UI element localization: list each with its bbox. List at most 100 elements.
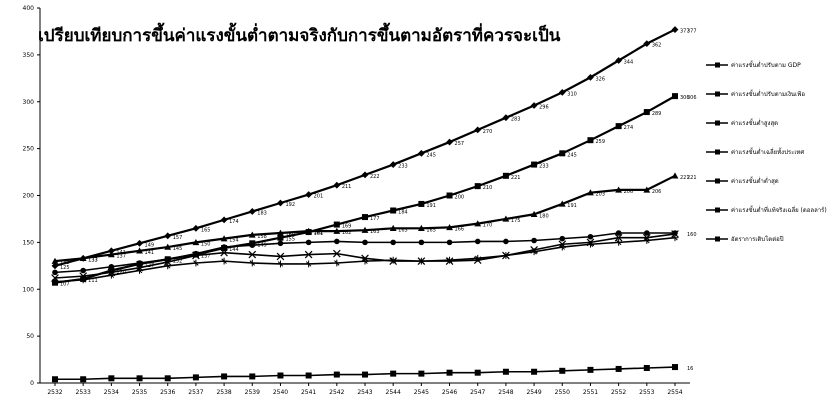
data-point-s4-17: [530, 248, 538, 256]
legend-swatch-icon: [706, 62, 728, 67]
data-point-s4-15: [474, 254, 482, 262]
chart-title: เปรียบเทียบการขึ้นค่าแรงขั้นต่ำตามจริงกั…: [38, 26, 561, 46]
data-point-s4-2: [107, 271, 115, 279]
data-point-s3-8: [276, 252, 285, 261]
x-tick-label: 2545: [414, 389, 429, 396]
y-tick-label: 300: [23, 99, 35, 106]
data-label: 162: [314, 230, 324, 236]
data-point-s6-15: [474, 369, 481, 376]
data-point-s4-0: [51, 278, 59, 286]
data-label: 130: [60, 260, 70, 266]
data-point-s4-16: [502, 252, 510, 259]
data-label: 296: [539, 105, 549, 111]
x-tick-label: 2551: [583, 389, 598, 396]
data-point-s6-21: [643, 365, 650, 371]
data-point-s5-9: [305, 239, 312, 246]
data-point-s5-22: [672, 230, 678, 236]
data-label: 222: [370, 174, 380, 180]
data-point-s6-2: [108, 375, 115, 382]
data-label: 132: [173, 258, 183, 264]
data-point-s2-13: [417, 224, 425, 232]
data-point-s1-14: [446, 192, 453, 199]
legend-label: ค่าแรงขั้นต่ำปรับตาม GDP: [731, 61, 801, 69]
data-point-s0-17: [530, 102, 538, 109]
data-point-s0-2: [107, 247, 115, 255]
data-point-s0-16: [502, 114, 510, 122]
data-point-s4-19: [587, 240, 594, 248]
data-point-s3-0: [51, 274, 59, 282]
data-point-s5-21: [644, 230, 650, 236]
data-point-s4-12: [389, 256, 397, 264]
data-label: 306: [680, 95, 690, 101]
data-point-s6-1: [80, 376, 87, 383]
data-label: 310: [567, 91, 577, 97]
legend-label: ค่าแรงขั้นต่ำที่แท้จริงเฉลี่ย (ดอลลาร์): [731, 206, 827, 214]
data-point-s1-11: [362, 214, 368, 221]
data-point-s6-0: [52, 376, 58, 383]
data-point-s3-9: [304, 250, 313, 259]
data-point-s6-9: [305, 372, 312, 379]
data-point-s2-7: [248, 231, 256, 238]
data-label: 133: [88, 257, 98, 263]
data-point-s0-3: [136, 239, 143, 247]
legend-swatch-icon: [706, 91, 728, 96]
y-tick-label: 50: [26, 333, 34, 340]
data-point-s1-17: [531, 161, 538, 168]
x-tick-label: 2538: [216, 389, 231, 396]
data-label: 206: [624, 189, 634, 195]
data-point-s0-21: [643, 40, 651, 48]
data-point-s2-0: [51, 257, 59, 264]
data-point-s5-10: [334, 238, 340, 245]
data-point-s2-8: [277, 229, 284, 236]
data-point-s4-7: [248, 259, 256, 267]
x-tick-label: 2548: [498, 389, 513, 396]
end-label: 16: [687, 366, 693, 372]
data-point-s6-19: [587, 366, 594, 373]
data-point-s1-10: [333, 221, 340, 228]
data-label: 163: [370, 229, 380, 235]
x-tick-label: 2535: [132, 389, 147, 396]
y-tick-label: 150: [23, 239, 35, 246]
data-label: 192: [285, 202, 295, 208]
legend-label: ค่าแรงขั้นต่ำเฉลี่ยทั้งประเทศ: [731, 148, 805, 156]
data-label: 233: [398, 164, 408, 170]
y-tick-label: 400: [23, 5, 35, 12]
data-label: 210: [483, 185, 493, 191]
data-point-s5-13: [418, 239, 425, 246]
legend-swatch-icon: [706, 149, 728, 154]
end-label: 160: [687, 232, 697, 238]
data-label: 169: [342, 224, 352, 230]
legend-item: ค่าแรงขั้นต่ำปรับตามเงินเฟ้อ: [706, 79, 830, 108]
data-point-s2-20: [615, 186, 623, 193]
data-point-s5-8: [277, 240, 284, 247]
data-label: 344: [624, 60, 634, 66]
data-point-s4-18: [558, 243, 566, 251]
data-point-s2-9: [305, 227, 313, 234]
legend-item: ค่าแรงขั้นต่ำที่แท้จริงเฉลี่ย (ดอลลาร์): [706, 195, 830, 224]
chart-legend: ค่าแรงขั้นต่ำปรับตาม GDP ค่าแรงขั้นต่ำปรั…: [706, 50, 830, 253]
data-point-s1-18: [559, 150, 566, 157]
legend-swatch-marker: [715, 236, 720, 241]
data-point-s6-8: [277, 372, 284, 379]
data-point-s2-5: [192, 238, 200, 246]
data-point-s1-8: [277, 234, 284, 241]
data-label: 180: [539, 213, 549, 219]
data-point-s2-19: [587, 189, 594, 196]
data-point-s2-3: [136, 247, 143, 254]
data-point-s2-11: [361, 226, 369, 233]
data-point-s2-10: [333, 227, 341, 234]
legend-label: อัตราการเติบโตต่อปี: [731, 235, 784, 243]
data-label: 221: [680, 175, 690, 181]
data-point-s4-3: [136, 267, 143, 274]
data-point-s6-6: [221, 373, 228, 380]
data-point-s0-22: [671, 26, 679, 33]
data-label: 170: [483, 223, 493, 229]
data-point-s0-18: [558, 88, 566, 96]
data-label: 158: [257, 234, 267, 240]
data-point-s4-4: [164, 262, 172, 270]
data-point-s1-12: [390, 207, 397, 214]
data-point-s2-18: [558, 200, 566, 207]
data-point-s5-1: [80, 267, 86, 274]
legend-swatch-marker: [715, 120, 720, 125]
y-tick-label: 250: [23, 146, 35, 153]
